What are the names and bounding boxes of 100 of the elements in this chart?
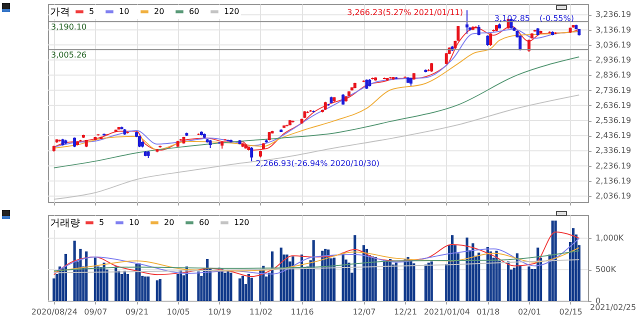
- bar: [123, 270, 126, 301]
- bar: [52, 278, 56, 301]
- bar: [126, 274, 129, 301]
- candlestick: [489, 32, 492, 46]
- legend-label: 10: [119, 6, 130, 16]
- bar: [230, 272, 232, 301]
- legend-label: 120: [234, 218, 250, 227]
- legend-label: 5: [99, 218, 104, 227]
- legend-label: 60: [199, 218, 210, 227]
- y-tick-label: 2,236.19: [596, 161, 632, 170]
- bar: [410, 260, 412, 301]
- candlestick: [466, 10, 468, 34]
- line-series: [53, 94, 580, 200]
- bar: [118, 270, 120, 301]
- bar: [226, 270, 230, 301]
- bar: [238, 278, 242, 301]
- bar: [158, 279, 162, 301]
- bar: [528, 266, 530, 301]
- legend-title: 거래량: [50, 218, 80, 229]
- x-tick-label: 12/07: [352, 308, 376, 316]
- y-tick-label: 2,536.19: [596, 116, 632, 126]
- candlestick: [250, 146, 254, 162]
- bar: [530, 268, 534, 301]
- line-series: [53, 231, 580, 278]
- bar: [507, 261, 510, 301]
- annotation: 3,266.23(5.27% 2021/01/11): [347, 8, 464, 18]
- y-tick-label: 2,436.19: [596, 131, 632, 140]
- y-tick-label: 2,836.19: [596, 70, 632, 80]
- bar: [430, 261, 433, 301]
- x-tick-label: 12/21: [394, 308, 418, 316]
- bar: [224, 272, 226, 301]
- y-tick-label: 1,000K: [596, 234, 624, 243]
- bar: [551, 220, 554, 301]
- ref-line-label: 3,190.10: [51, 22, 87, 32]
- y-tick-label: 2,636.19: [596, 100, 632, 110]
- x-tick-label: 11/16: [290, 308, 314, 316]
- bar: [394, 262, 398, 301]
- y-tick-label: 2,036.19: [596, 192, 632, 201]
- bar: [114, 266, 118, 301]
- bar: [156, 280, 158, 301]
- legend-label: 20: [164, 218, 174, 227]
- bar: [312, 240, 315, 301]
- bar: [197, 271, 200, 301]
- x-tick-label: 02/15: [559, 308, 582, 316]
- y-tick-label: 3,236.19: [596, 10, 632, 20]
- legend-label: 20: [154, 6, 164, 16]
- bar: [120, 274, 124, 301]
- text: 2021/02/25: [590, 303, 636, 312]
- line-series: [53, 259, 580, 274]
- y-tick-label: 3,036.19: [596, 40, 632, 50]
- bar: [495, 250, 498, 301]
- y-tick-label: 2,136.19: [596, 176, 632, 186]
- legend-label: 5: [89, 6, 94, 16]
- bar: [138, 263, 141, 301]
- bar: [406, 257, 410, 301]
- x-tick-label: 10/05: [166, 308, 190, 316]
- bar: [241, 276, 244, 301]
- legend-label: 60: [189, 6, 200, 16]
- bar: [478, 252, 480, 301]
- x-tick-label: 10/19: [208, 308, 232, 316]
- candlestick: [528, 39, 530, 52]
- y-tick-label: 2,936.19: [596, 56, 632, 65]
- bar: [386, 260, 389, 301]
- bar: [286, 254, 288, 301]
- x-tick-label: 02/01: [518, 308, 542, 316]
- candlestick: [342, 93, 345, 106]
- bar: [348, 262, 350, 301]
- legend-label: 10: [129, 218, 140, 227]
- bar: [247, 274, 250, 301]
- x-tick-label: 01/18: [476, 308, 500, 316]
- x-tick-label: 11/02: [249, 308, 272, 316]
- y-tick-label: 0: [596, 296, 601, 306]
- ref-line-label: 3,005.26: [51, 50, 87, 60]
- legend-title: 가격: [50, 7, 70, 18]
- bar: [94, 258, 97, 301]
- line-series: [53, 238, 580, 275]
- bar: [383, 260, 386, 301]
- annotation: (-0.55%): [539, 14, 574, 23]
- x-tick-label: 09/07: [84, 308, 108, 316]
- candlestick: [477, 24, 480, 36]
- y-tick-label: 3,136.19: [596, 25, 632, 34]
- bar: [179, 270, 182, 301]
- x-tick-label: 09/21: [125, 308, 149, 316]
- legend-label: 120: [224, 6, 240, 16]
- annotation: 3,102.85: [494, 14, 530, 23]
- bar: [554, 220, 557, 301]
- y-tick-label: 2,336.19: [596, 146, 632, 156]
- x-tick-label: 2021/01/04: [424, 308, 470, 316]
- bar: [374, 257, 377, 301]
- bar: [424, 264, 428, 301]
- annotation: 2,266.93(-26.94% 2020/10/30): [256, 159, 380, 168]
- y-tick-label: 500K: [596, 265, 617, 274]
- bar: [250, 278, 253, 301]
- candlestick: [518, 34, 522, 51]
- bar: [404, 260, 406, 301]
- bar: [332, 258, 336, 301]
- bar: [450, 235, 454, 301]
- bar: [412, 263, 416, 301]
- bar: [135, 264, 138, 301]
- x-tick-label: 2020/08/24: [31, 308, 78, 316]
